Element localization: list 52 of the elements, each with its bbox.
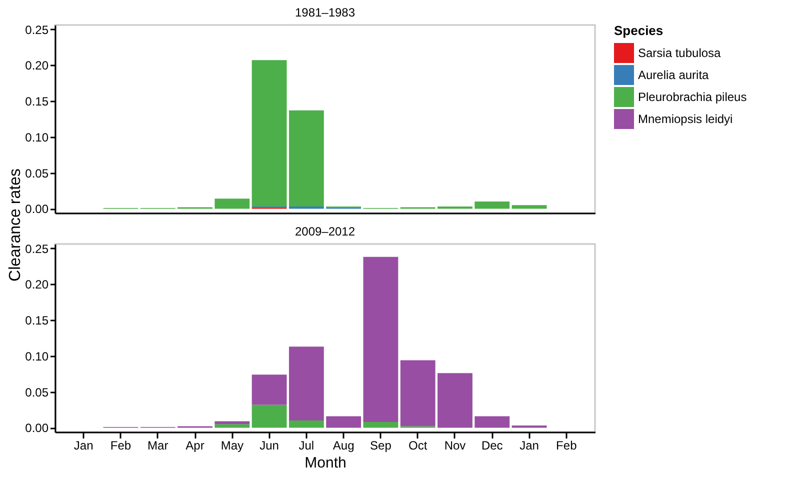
y-tick-label: 0.00	[25, 421, 49, 436]
legend-label: Aurelia aurita	[638, 68, 710, 82]
bar	[214, 198, 250, 209]
bar	[288, 346, 324, 421]
y-tick-label: 0.10	[25, 349, 49, 364]
x-tick-label: Aug	[332, 438, 354, 452]
legend-label: Pleurobrachia pileus	[638, 90, 747, 104]
bar	[326, 416, 362, 428]
y-tick-label: 0.20	[25, 278, 49, 292]
x-tick-label: Nov	[444, 438, 466, 452]
y-tick-label: 0.20	[25, 58, 49, 73]
bar	[400, 360, 436, 426]
bar	[474, 202, 510, 209]
y-tick-label: 0.25	[25, 22, 49, 37]
x-axis-title: Month	[304, 454, 346, 472]
x-tick-label: Feb	[556, 438, 578, 452]
chart-title: 1981–1983	[294, 5, 356, 20]
y-tick-label: 0.15	[25, 314, 49, 328]
bar	[252, 374, 287, 405]
bar	[288, 420, 324, 428]
y-tick-label: 0.00	[25, 202, 49, 216]
x-tick-label: Apr	[186, 438, 204, 452]
x-tick-label: Sep	[370, 438, 392, 452]
bar	[214, 421, 250, 424]
x-tick-label: Dec	[481, 438, 503, 452]
y-tick-label: 0.25	[25, 242, 49, 256]
x-tick-label: Oct	[408, 438, 428, 452]
bar	[512, 205, 547, 209]
x-tick-label: Feb	[110, 438, 132, 452]
x-tick-label: Mar	[148, 438, 168, 452]
bar	[214, 424, 250, 428]
x-tick-label: Jan	[520, 438, 539, 452]
y-axis-title: Clearance rates	[7, 168, 24, 282]
bar	[252, 404, 287, 428]
y-tick-label: 0.10	[25, 130, 49, 144]
y-tick-label: 0.05	[25, 385, 49, 400]
y-tick-label: 0.05	[25, 166, 49, 180]
x-tick-label: May	[220, 438, 244, 452]
bar	[474, 416, 510, 428]
x-tick-label: Jan	[74, 438, 94, 452]
chart-title: 2009–2012	[294, 224, 356, 238]
legend-title: Species	[614, 23, 664, 38]
legend-label: Sarsia tubulosa	[638, 46, 722, 60]
legend-label: Mnemiopsis leidyi	[638, 112, 733, 126]
bar	[363, 422, 398, 428]
y-tick-label: 0.15	[25, 94, 49, 109]
bar	[438, 373, 472, 428]
x-tick-label: Jul	[298, 438, 314, 452]
bar	[252, 60, 287, 207]
bar	[288, 110, 324, 207]
bar	[363, 256, 398, 422]
x-tick-label: Jun	[260, 438, 279, 452]
